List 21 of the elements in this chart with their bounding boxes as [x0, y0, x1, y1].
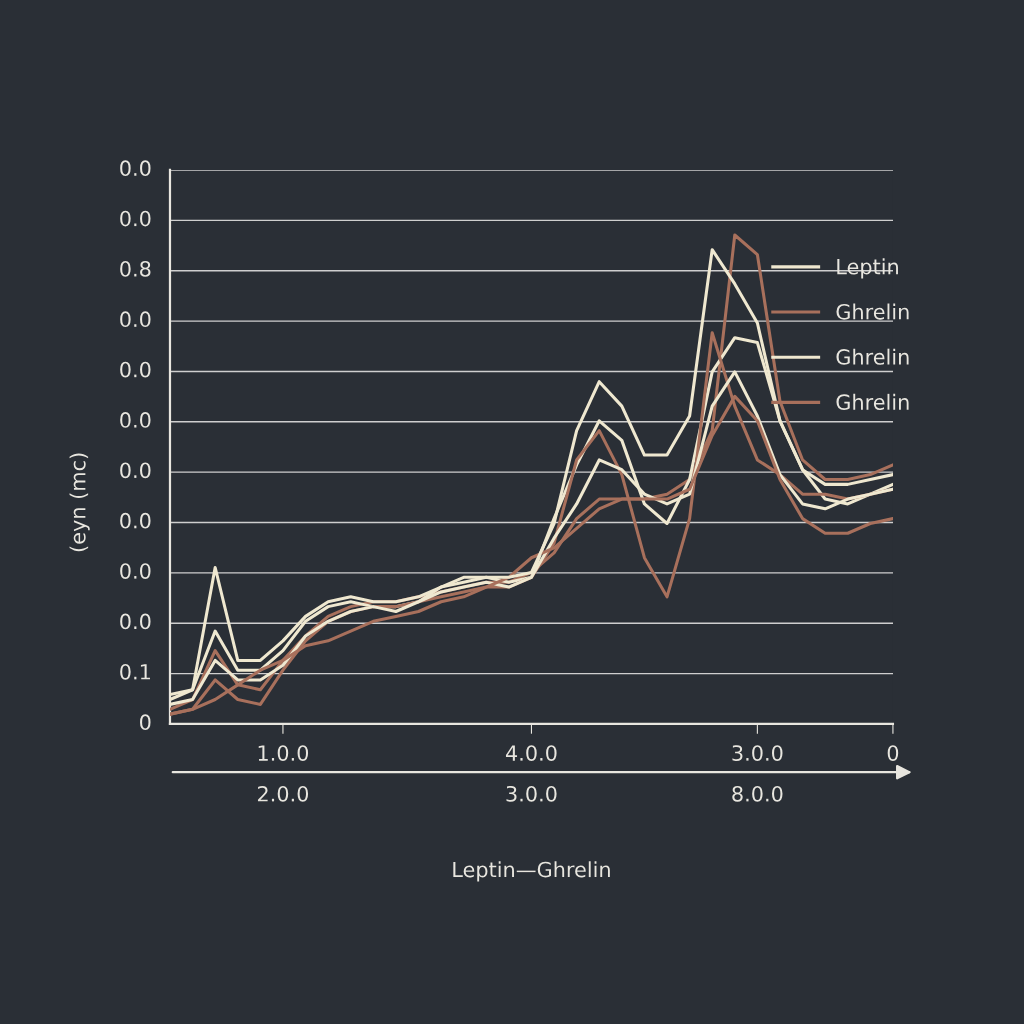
x-tick-label: 1.0.0 2.0.0: [257, 745, 309, 802]
x-tick-label: 3.0.0 8.0.0: [732, 745, 783, 802]
text: 0.0: [120, 563, 151, 579]
legend-label: Ghrelin: [836, 303, 909, 320]
text: 0: [140, 714, 151, 731]
text: 0.8: [120, 260, 151, 277]
x-axis-title: Leptin—Ghrelin: [453, 861, 610, 882]
text: 0.0: [120, 160, 151, 177]
text: 0.0: [120, 210, 151, 227]
text: 0.0: [120, 361, 151, 378]
legend-label: Ghrelin: [836, 393, 909, 410]
x-tick-label: 0: [887, 745, 899, 761]
x-tick-label: 4.0.0 3.0.0: [505, 745, 557, 802]
text: 0.0: [120, 462, 151, 479]
text: 0.0: [120, 512, 151, 529]
text: 0.0: [120, 613, 151, 630]
y-axis-title: (eyn (mc): [69, 453, 90, 552]
text: 0.0: [120, 412, 151, 428]
text: 0.1: [120, 663, 150, 680]
text: 0.0: [120, 311, 151, 328]
legend-label: Ghrelin: [836, 348, 909, 365]
